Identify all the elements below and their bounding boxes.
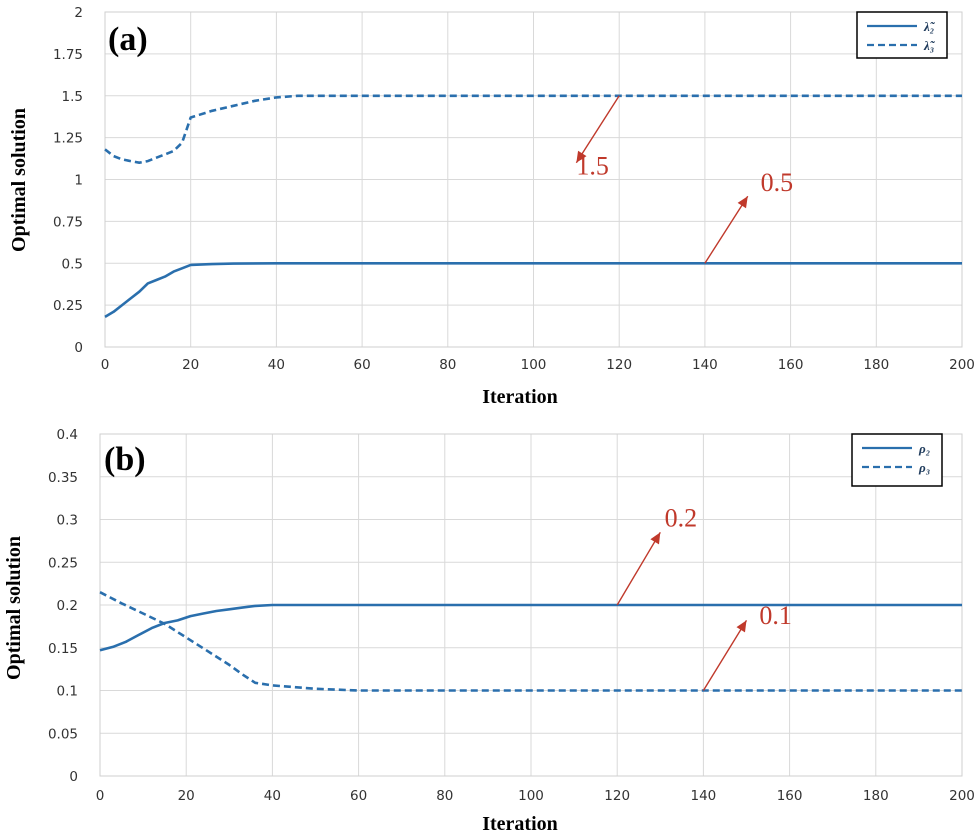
x-tick-label: 80 [439,357,456,373]
x-tick-label: 20 [182,357,199,373]
panel-a: 0 0.25 0.5 0.75 1 1.25 1.5 1.75 2 0 20 40 60 80 100 12… [8,5,975,408]
x-axis-title-b: Iteration [482,813,558,833]
x-tick-label: 120 [604,788,630,804]
annotation-arrowhead [650,532,661,545]
y-tick-label: 0.35 [48,470,78,486]
annotation-arrowhead [736,620,747,633]
y-tick-label: 0.05 [48,726,78,742]
legend-a: λ̃₂ λ̃₃ [856,11,948,59]
panel-label-a: (a) [108,21,148,58]
annotation-label: 0.2 [665,503,698,532]
y-tick-label: 1.75 [53,47,83,63]
x-tick-label: 0 [96,788,105,804]
x-tick-label: 200 [949,357,975,373]
x-tick-labels-a: 0 20 40 60 80 100 120 140 160 180 200 [101,357,975,373]
x-tick-label: 140 [692,357,718,373]
x-tick-label: 180 [863,788,889,804]
x-tick-label: 100 [518,788,544,804]
y-tick-label: 1 [74,173,83,189]
y-tick-label: 1.5 [62,89,83,105]
x-tick-label: 100 [521,357,547,373]
annotation-label: 0.5 [761,168,794,197]
y-tick-label: 0.5 [62,256,83,272]
x-tick-label: 200 [949,788,975,804]
panel-b: 0 0.05 0.1 0.15 0.2 0.25 0.3 0.35 0.4 0 20 40 60 80 1… [3,427,975,833]
legend-label: λ̃₂ [923,19,936,34]
y-tick-label: 0.15 [48,641,78,657]
series-line-solid [99,603,962,652]
legend-b: ρ₂ ρ₃ [851,433,943,487]
series-line-solid [104,262,962,319]
plot-frame [104,11,963,348]
y-tick-label: 0.1 [57,684,78,700]
annotation-arrow [704,195,749,264]
y-tick-label: 0.3 [57,513,78,529]
annotation-arrow [616,531,661,606]
x-tick-label: 160 [777,788,803,804]
annotation-arrow [702,620,748,691]
y-axis-title-a: Optimal solution [8,108,30,252]
panel-label-b: (b) [104,441,146,478]
x-tick-label: 120 [606,357,632,373]
y-tick-label: 0 [74,340,83,356]
annotation-label: 1.5 [576,151,609,180]
x-tick-label: 80 [436,788,453,804]
y-tick-labels-b: 0 0.05 0.1 0.15 0.2 0.25 0.3 0.35 0.4 [48,427,78,785]
x-tick-label: 180 [863,357,889,373]
x-tick-label: 40 [268,357,285,373]
annotation-arrowhead [576,150,587,163]
x-tick-label: 60 [350,788,367,804]
annotation-label: 0.1 [759,601,792,630]
legend-label: ρ₂ [918,441,930,456]
y-tick-label: 0.25 [53,298,83,314]
annotation-arrow [575,95,620,164]
legend-box [851,433,943,487]
y-tick-label: 2 [74,5,83,21]
series-line-dashed [99,591,962,692]
x-tick-label: 0 [101,357,110,373]
x-axis-title-a: Iteration [482,386,558,408]
y-axis-title-b: Optimal solution [3,536,25,680]
y-tick-label: 0 [69,769,78,785]
legend-label: λ̃₃ [923,38,936,53]
annotations-a: 1.5 0.5 [575,95,794,264]
x-tick-label: 160 [778,357,804,373]
y-tick-label: 0.75 [53,214,83,230]
x-tick-label: 140 [691,788,717,804]
x-tick-label: 60 [354,357,371,373]
annotations-b: 0.2 0.1 [616,503,792,691]
x-tick-label: 20 [178,788,195,804]
series-line-dashed [104,94,962,164]
legend-label: ρ₃ [918,460,930,475]
series-a [104,94,962,319]
y-tick-label: 0.4 [57,427,78,443]
annotation-arrowhead [737,196,748,209]
y-tick-label: 0.25 [48,555,78,571]
y-tick-label: 1.25 [53,131,83,147]
legend-box [856,11,948,59]
y-tick-label: 0.2 [57,598,78,614]
x-tick-labels-b: 0 20 40 60 80 100 120 140 160 180 200 [96,788,975,804]
series-b [99,591,962,692]
y-tick-labels-a: 0 0.25 0.5 0.75 1 1.25 1.5 1.75 2 [53,5,83,356]
x-tick-label: 40 [264,788,281,804]
